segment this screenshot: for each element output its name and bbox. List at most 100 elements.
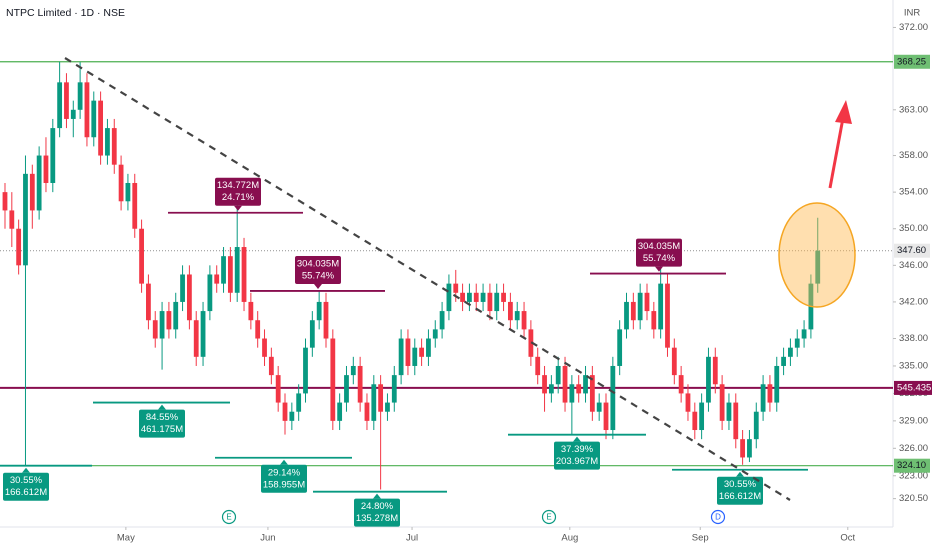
level-label-box <box>894 458 930 473</box>
event-label: E <box>226 513 231 522</box>
annotation-text: 30.55% <box>724 479 757 490</box>
candle-body <box>91 100 97 138</box>
candle-body <box>262 338 267 357</box>
candle-body <box>432 329 438 339</box>
candle-body <box>671 347 677 376</box>
candle-body <box>801 329 807 339</box>
candle-body <box>507 301 513 321</box>
y-tick-label: 342.00 <box>899 296 928 307</box>
candle-body <box>64 82 69 119</box>
candle-body <box>111 128 117 165</box>
candle-body <box>193 320 199 357</box>
candle-body <box>630 301 636 321</box>
trend-line <box>64 57 791 501</box>
highlight-circle <box>778 202 856 308</box>
candle-body <box>480 292 486 302</box>
candle-body <box>371 384 377 421</box>
candle-body <box>678 375 684 394</box>
annotation-text: 166.612M <box>5 487 47 498</box>
candle-body <box>77 82 83 110</box>
level-label-box <box>894 380 932 395</box>
candle-body <box>84 82 90 138</box>
candle-body <box>50 128 56 183</box>
candle-body <box>637 292 643 321</box>
event-label: D <box>715 513 721 522</box>
candle-body <box>453 283 459 293</box>
candle-body <box>706 356 711 403</box>
candle-body <box>446 283 452 312</box>
candle-body <box>521 311 527 330</box>
annotation-pointer <box>234 205 242 211</box>
y-tick-label: 326.00 <box>899 443 928 454</box>
candle-body <box>542 375 547 394</box>
candle-body <box>118 164 124 202</box>
arrow-shaft <box>828 117 845 189</box>
candle-body <box>344 375 349 403</box>
candle-body <box>562 365 568 403</box>
candle-body <box>665 283 670 348</box>
candle-body <box>234 247 240 293</box>
arrow-head <box>835 100 852 124</box>
candle-body <box>105 128 110 156</box>
candle-body <box>494 292 500 312</box>
annotation-box <box>3 472 49 501</box>
x-tick-label: Jul <box>406 533 418 544</box>
candle-body <box>726 402 732 421</box>
candle-body <box>617 329 623 366</box>
candle-body <box>699 402 705 431</box>
candle-body <box>296 393 302 412</box>
candle-body <box>624 301 629 330</box>
candle-body <box>583 375 588 394</box>
annotation-text: 55.74% <box>302 270 335 281</box>
annotation-text: 166.612M <box>719 491 761 502</box>
candle-body <box>555 365 561 385</box>
candle-body <box>227 256 233 293</box>
annotation-box <box>554 441 600 470</box>
candle-body <box>57 82 63 129</box>
candle-body <box>241 247 247 302</box>
candle-body <box>146 283 151 321</box>
annotation-text: 461.175M <box>141 424 183 435</box>
candle-body <box>692 411 698 431</box>
candle-body <box>405 338 411 366</box>
annotation-text: 24.71% <box>222 192 255 203</box>
candle-body <box>412 347 418 366</box>
event-marker <box>541 509 557 525</box>
annotation-text: 134.772M <box>217 180 259 191</box>
candle-body <box>644 292 650 312</box>
candle-body <box>501 292 506 302</box>
candle-body <box>180 274 185 302</box>
candle-body <box>132 182 138 229</box>
candle-body <box>357 365 363 403</box>
x-tick-label: Aug <box>561 533 578 544</box>
annotation-pointer <box>158 404 166 410</box>
candle-body <box>774 365 780 403</box>
candle-body <box>473 292 479 302</box>
annotation-box <box>717 476 763 505</box>
level-label-box <box>894 54 930 69</box>
candle-body <box>535 356 541 376</box>
candle-body <box>548 384 554 394</box>
level-label: 545.435M <box>897 382 932 393</box>
y-tick-label: 323.00 <box>899 470 928 481</box>
annotation-pointer <box>373 493 381 499</box>
candle-body <box>152 320 158 339</box>
candle-body <box>350 365 356 376</box>
candle-body <box>378 384 384 412</box>
candle-body <box>43 155 49 183</box>
candle-body <box>426 338 431 357</box>
annotation-box <box>354 498 400 527</box>
currency: INR <box>904 8 921 19</box>
candle-body <box>467 292 472 302</box>
candle-body <box>719 384 725 421</box>
candle-body <box>214 274 220 284</box>
y-tick-label: 350.00 <box>899 223 928 234</box>
candle-body <box>70 109 76 119</box>
annotation-text: 84.55% <box>146 412 179 423</box>
candle-body <box>788 347 793 357</box>
candle-body <box>589 375 595 412</box>
candle-body <box>200 311 206 357</box>
candle-body <box>753 411 759 440</box>
